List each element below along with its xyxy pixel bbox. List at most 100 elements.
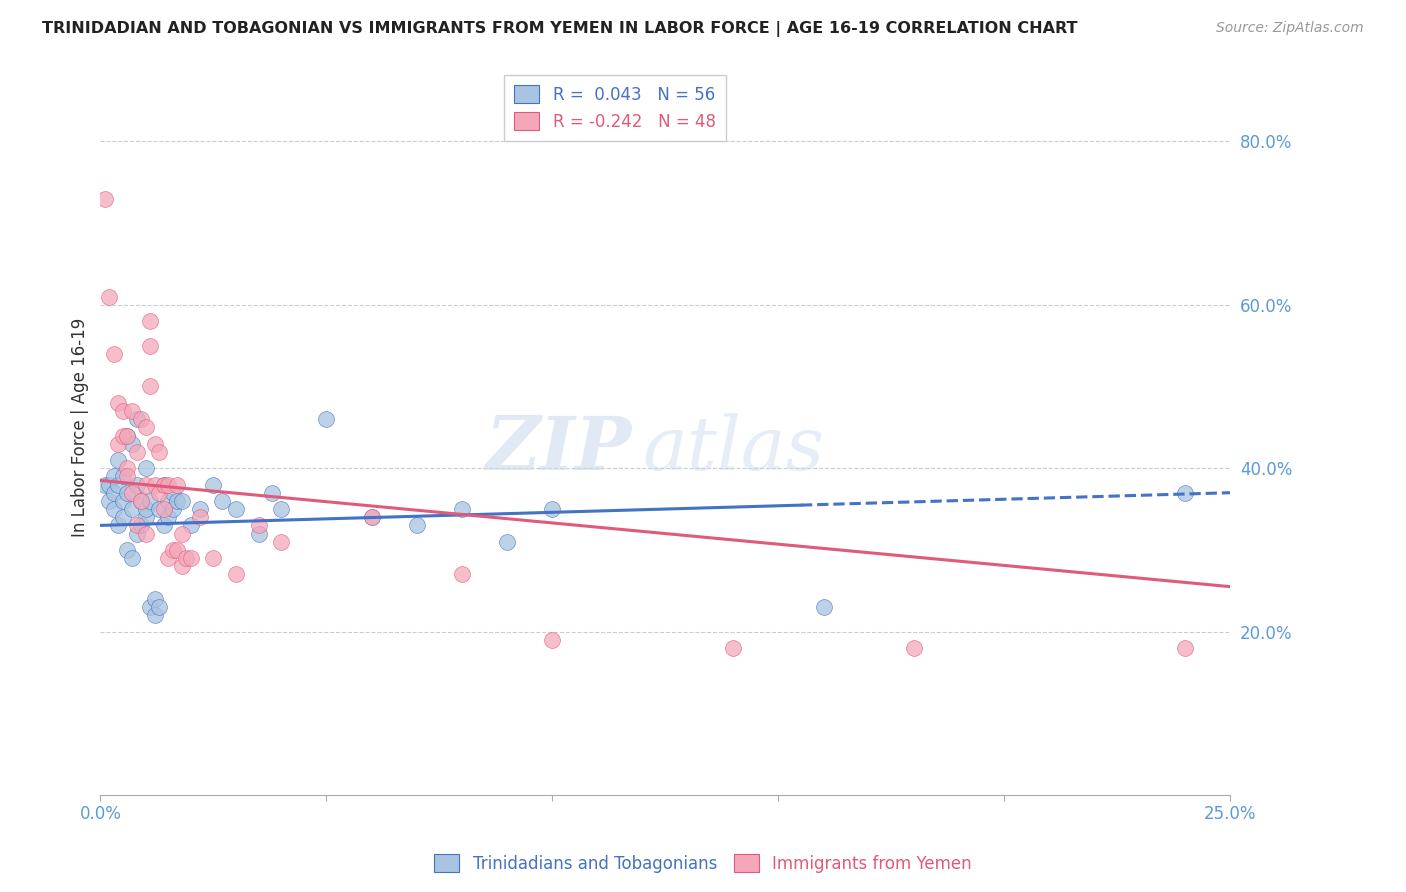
Point (360, 510, 382, 524)
Point (157, 477, 180, 491)
Point (139, 379, 162, 393)
Point (103, 485, 125, 500)
Point (152, 502, 174, 516)
Point (157, 494, 180, 508)
Point (152, 477, 174, 491)
Point (180, 518, 202, 533)
Point (117, 542, 139, 557)
Point (139, 494, 162, 508)
Point (202, 477, 225, 491)
Point (107, 396, 129, 410)
Point (162, 542, 184, 557)
Point (107, 453, 129, 467)
Point (157, 551, 180, 566)
Point (262, 485, 284, 500)
Point (148, 502, 170, 516)
Point (121, 551, 143, 566)
Point (541, 632, 564, 647)
Legend: R =  0.043   N = 56, R = -0.242   N = 48: R = 0.043 N = 56, R = -0.242 N = 48 (505, 75, 725, 141)
Point (117, 428, 139, 442)
Point (111, 510, 134, 524)
Point (135, 477, 157, 491)
Point (107, 436, 129, 450)
Text: TRINIDADIAN AND TOBAGONIAN VS IMMIGRANTS FROM YEMEN IN LABOR FORCE | AGE 16-19 C: TRINIDADIAN AND TOBAGONIAN VS IMMIGRANTS… (42, 21, 1077, 37)
Point (143, 591, 166, 606)
Point (148, 600, 170, 615)
Point (148, 485, 170, 500)
Point (103, 469, 125, 483)
Point (174, 551, 197, 566)
Point (111, 494, 134, 508)
Point (94, 477, 117, 491)
Point (129, 518, 152, 533)
Point (94, 192, 117, 206)
Text: ZIP: ZIP (485, 413, 631, 485)
Point (225, 502, 247, 516)
Point (121, 502, 143, 516)
Point (135, 510, 157, 524)
Point (107, 477, 129, 491)
Point (202, 551, 225, 566)
Point (139, 338, 162, 352)
Point (152, 477, 174, 491)
Point (225, 567, 247, 582)
Point (247, 518, 270, 533)
Point (143, 608, 166, 623)
Point (188, 502, 211, 516)
Point (813, 600, 835, 615)
Point (166, 542, 188, 557)
Point (135, 420, 157, 434)
Point (135, 502, 157, 516)
Point (139, 600, 162, 615)
Point (143, 436, 166, 450)
Point (541, 502, 564, 516)
Point (1174, 640, 1197, 655)
Point (451, 502, 474, 516)
Point (129, 494, 152, 508)
Y-axis label: In Labor Force | Age 16-19: In Labor Force | Age 16-19 (72, 318, 89, 537)
Point (139, 314, 162, 328)
Point (903, 640, 925, 655)
Point (111, 469, 134, 483)
Point (129, 412, 152, 426)
Point (166, 477, 188, 491)
Point (405, 518, 427, 533)
Point (103, 347, 125, 361)
Point (496, 534, 519, 549)
Point (107, 518, 129, 533)
Point (121, 436, 143, 450)
Point (170, 526, 193, 541)
Point (125, 445, 148, 459)
Point (135, 461, 157, 475)
Point (170, 494, 193, 508)
Point (451, 567, 474, 582)
Point (166, 494, 188, 508)
Point (148, 445, 170, 459)
Point (111, 428, 134, 442)
Point (270, 502, 292, 516)
Point (1174, 485, 1197, 500)
Point (247, 526, 270, 541)
Point (721, 640, 744, 655)
Point (98, 477, 121, 491)
Point (117, 485, 139, 500)
Point (143, 477, 166, 491)
Point (125, 477, 148, 491)
Point (360, 510, 382, 524)
Point (315, 412, 337, 426)
Point (121, 404, 143, 418)
Point (211, 494, 233, 508)
Point (157, 510, 180, 524)
Point (117, 461, 139, 475)
Point (103, 502, 125, 516)
Point (152, 518, 174, 533)
Point (162, 485, 184, 500)
Point (125, 412, 148, 426)
Point (98, 289, 121, 303)
Point (117, 428, 139, 442)
Point (162, 502, 184, 516)
Point (125, 526, 148, 541)
Point (135, 526, 157, 541)
Point (270, 534, 292, 549)
Point (188, 510, 211, 524)
